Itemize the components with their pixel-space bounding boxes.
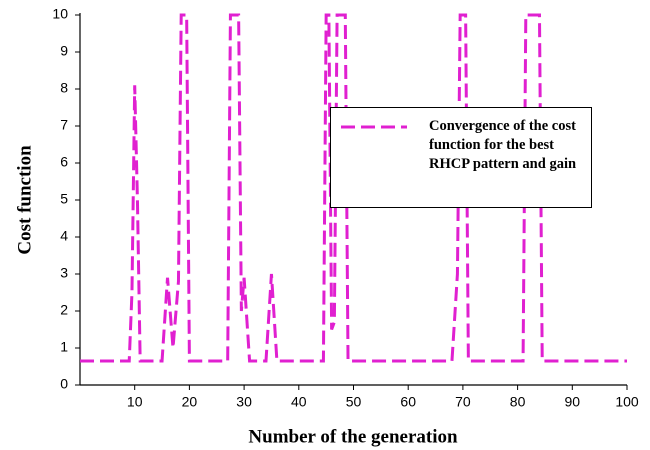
x-tick-label: 50 bbox=[346, 394, 362, 410]
y-tick-label: 7 bbox=[60, 117, 68, 133]
y-tick-label: 1 bbox=[60, 339, 68, 355]
legend: Convergence of the cost function for the… bbox=[330, 107, 592, 208]
y-tick-label: 10 bbox=[52, 6, 68, 22]
x-tick-label: 80 bbox=[510, 394, 526, 410]
x-tick-label: 30 bbox=[236, 394, 252, 410]
x-axis-title: Number of the generation bbox=[248, 426, 458, 447]
y-tick-label: 6 bbox=[60, 154, 68, 170]
y-tick-label: 2 bbox=[60, 302, 68, 318]
y-tick-label: 8 bbox=[60, 80, 68, 96]
x-tick-label: 60 bbox=[400, 394, 416, 410]
x-tick-label: 90 bbox=[565, 394, 581, 410]
legend-swatch-box bbox=[341, 125, 407, 129]
x-tick-label: 100 bbox=[615, 394, 639, 410]
x-tick-label: 40 bbox=[291, 394, 307, 410]
x-tick-label: 10 bbox=[127, 394, 143, 410]
y-tick-label: 3 bbox=[60, 265, 68, 281]
x-tick-label: 70 bbox=[455, 394, 471, 410]
legend-label: Convergence of the cost function for the… bbox=[429, 118, 577, 172]
x-tick-label: 20 bbox=[182, 394, 198, 410]
y-tick-label: 5 bbox=[60, 191, 68, 207]
data-line bbox=[80, 13, 627, 363]
y-tick-label: 0 bbox=[60, 376, 68, 392]
y-tick-label: 4 bbox=[60, 228, 68, 244]
y-tick-label: 9 bbox=[60, 43, 68, 59]
y-axis-title: Cost function bbox=[14, 145, 35, 255]
